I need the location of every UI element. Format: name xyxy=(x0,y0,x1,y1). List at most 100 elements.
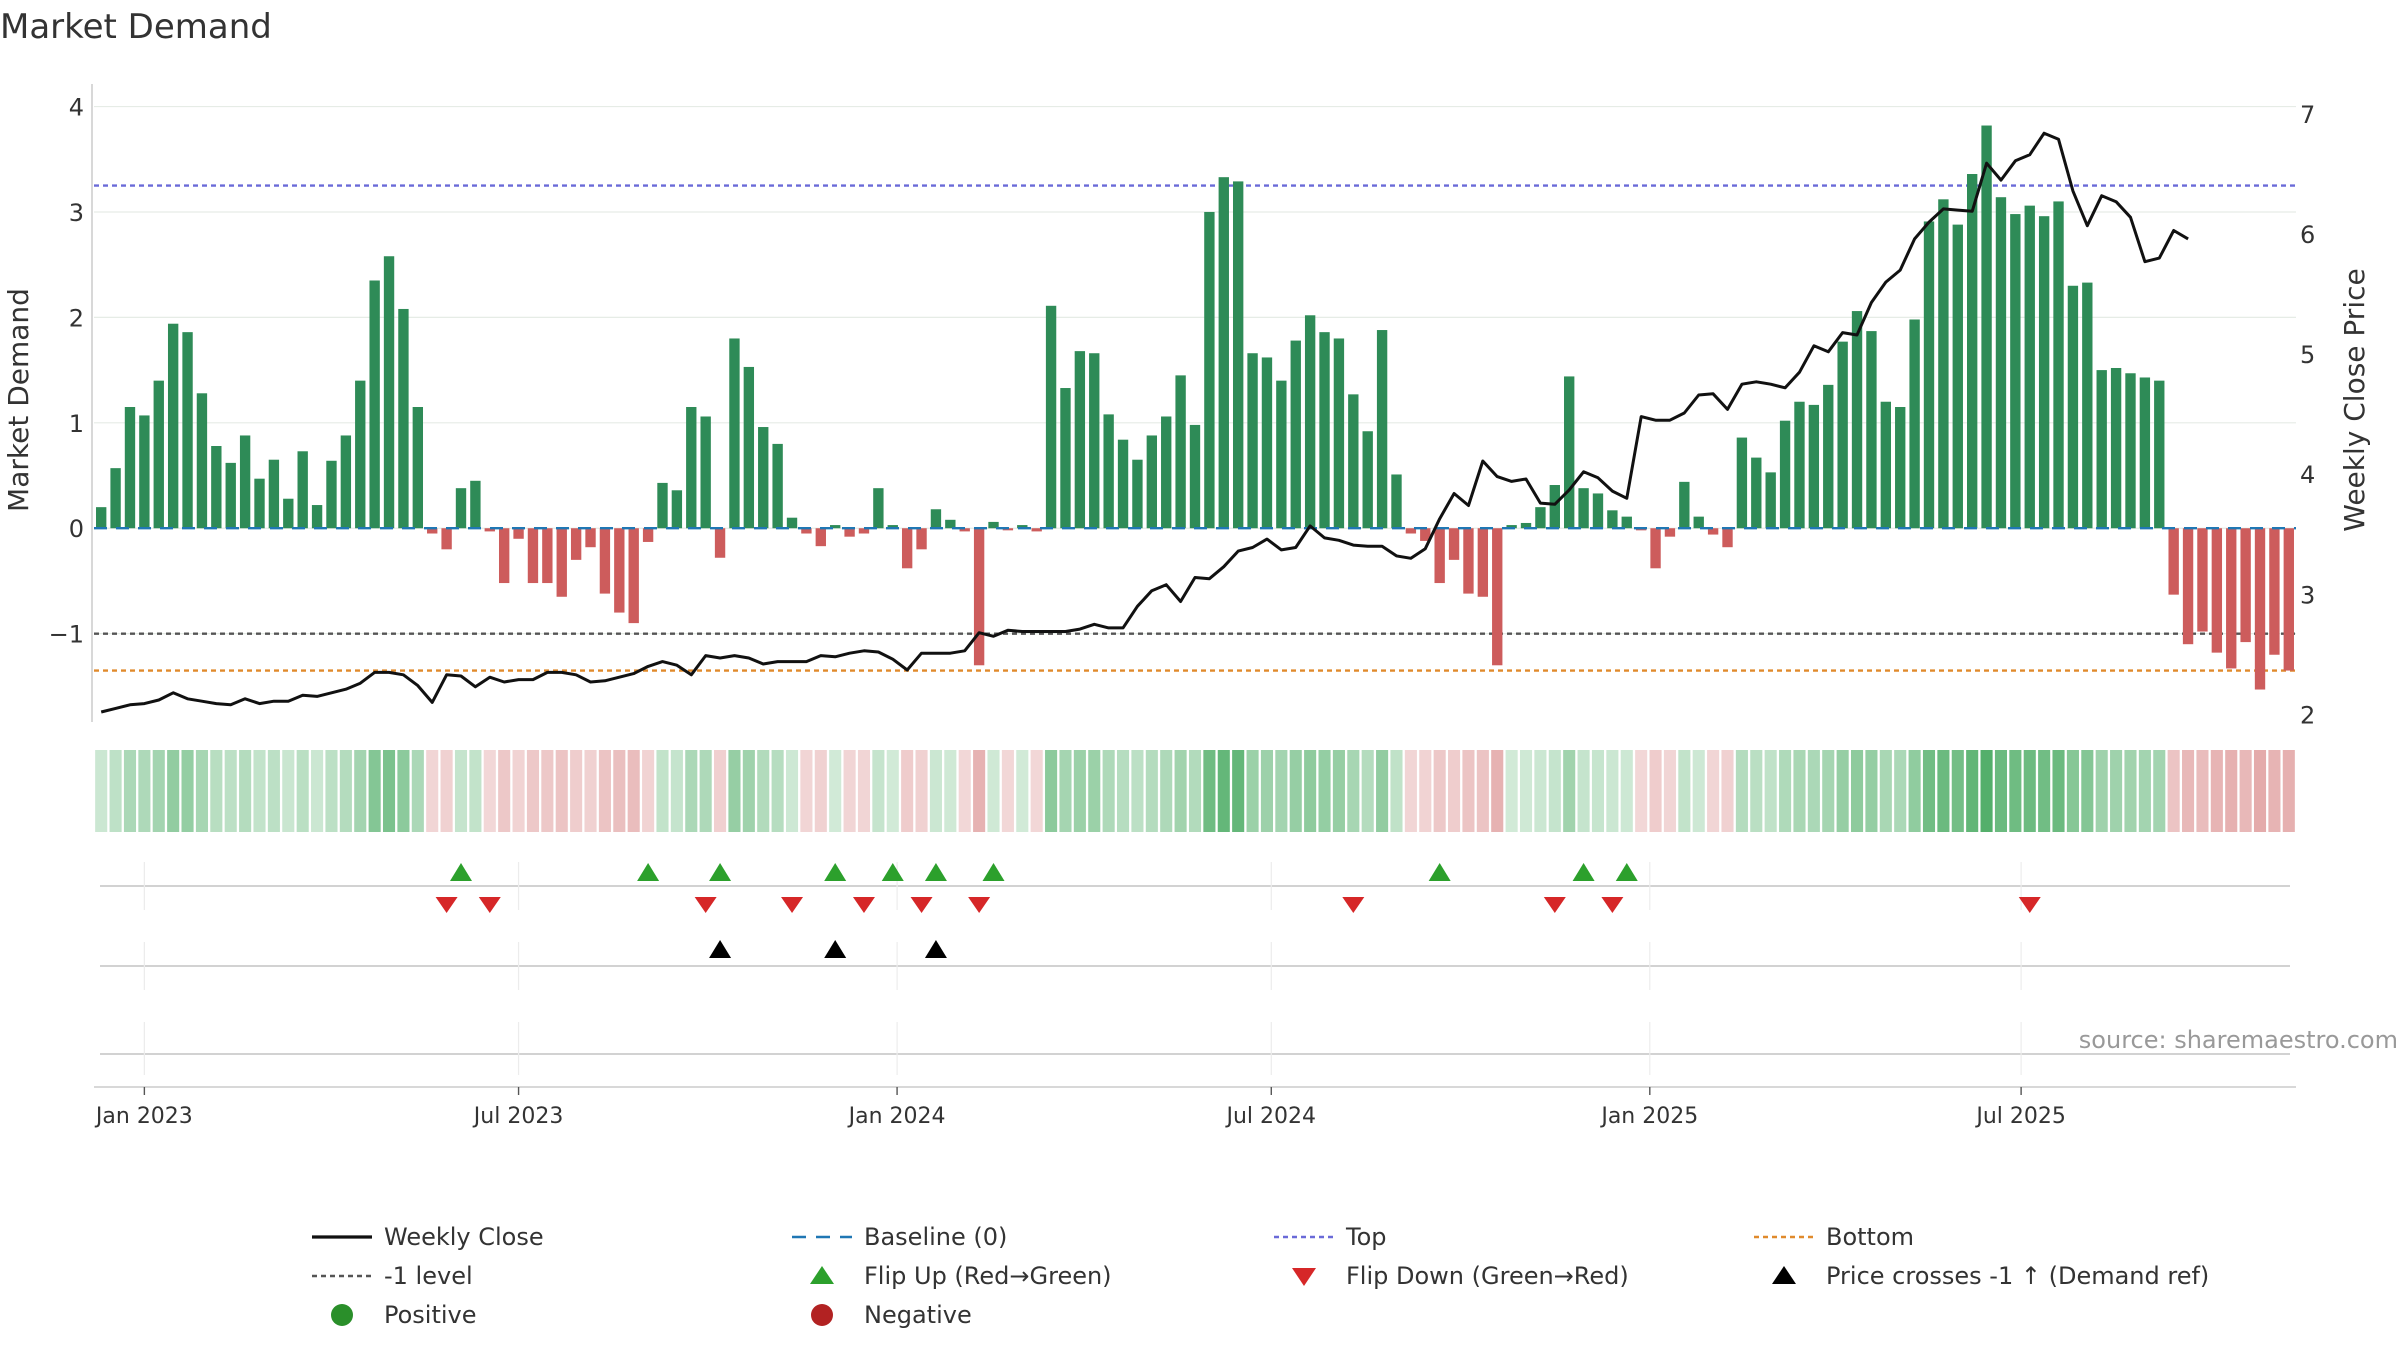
strip-cell xyxy=(1721,750,1734,832)
demand-bar xyxy=(1866,331,1877,529)
demand-bar xyxy=(844,528,855,537)
strip-cell xyxy=(915,750,928,832)
strip-cell xyxy=(210,750,223,832)
demand-bar xyxy=(2053,201,2064,529)
flip-up-marker xyxy=(637,863,660,881)
strip-cell xyxy=(138,750,151,832)
y-tick-label: 0 xyxy=(69,515,84,543)
demand-bar xyxy=(1736,437,1748,529)
strip-cell xyxy=(1750,750,1763,832)
demand-bar xyxy=(196,393,208,529)
cross-up-marker xyxy=(924,940,947,958)
strip-cell xyxy=(167,750,180,832)
demand-bar xyxy=(455,488,467,529)
demand-bar xyxy=(383,256,395,529)
strip-cell xyxy=(339,750,352,832)
demand-bar xyxy=(1564,376,1575,529)
legend-label: Top xyxy=(1345,1223,1387,1251)
demand-bar xyxy=(1189,424,1201,529)
demand-bar xyxy=(1722,528,1733,548)
strip-cell xyxy=(1764,750,1777,832)
strip-cell xyxy=(2138,750,2151,832)
demand-bar xyxy=(1463,528,1474,594)
demand-bar xyxy=(1103,414,1114,529)
strip-cell xyxy=(267,750,280,832)
demand-bar xyxy=(988,521,999,529)
demand-bar xyxy=(1751,457,1762,529)
strip-cell xyxy=(296,750,309,832)
demand-bar xyxy=(513,528,524,539)
demand-bar xyxy=(1779,420,1791,529)
demand-bar xyxy=(1218,177,1229,529)
demand-bar xyxy=(1578,488,1589,529)
strip-cell xyxy=(1922,750,1936,832)
legend-label: Bottom xyxy=(1826,1223,1914,1251)
demand-bar xyxy=(1434,528,1445,584)
demand-bar xyxy=(973,528,985,666)
x-tick-label: Jul 2023 xyxy=(472,1104,564,1129)
demand-bar xyxy=(2197,528,2208,632)
strip-cell xyxy=(224,750,237,832)
legend-label: Baseline (0) xyxy=(864,1223,1007,1251)
demand-bar xyxy=(254,478,265,529)
demand-bar xyxy=(599,528,611,594)
demand-bar xyxy=(614,528,625,613)
demand-bar xyxy=(873,488,884,529)
strip-cell xyxy=(469,750,482,832)
demand-bar xyxy=(1247,353,1258,529)
strip-cell xyxy=(1304,750,1317,832)
strip-cell xyxy=(1635,750,1648,832)
strip-cell xyxy=(1116,750,1130,832)
strip-cell xyxy=(2038,750,2051,832)
strip-cell xyxy=(2066,750,2079,832)
strip-cell xyxy=(1217,750,1230,832)
y2-tick-label: 4 xyxy=(2300,461,2315,489)
strip-cell xyxy=(1491,750,1504,832)
demand-bar xyxy=(801,528,812,534)
legend-label: Flip Up (Red→Green) xyxy=(864,1262,1112,1290)
demand-bar xyxy=(901,528,913,569)
y-tick-label: 4 xyxy=(69,94,84,122)
strip-cell xyxy=(1001,750,1014,832)
strip-cell xyxy=(2239,750,2252,832)
legend-label: Flip Down (Green→Red) xyxy=(1346,1262,1629,1290)
demand-bar xyxy=(1664,528,1676,537)
y-tick-label: 2 xyxy=(69,304,84,332)
strip-cell xyxy=(843,750,856,832)
demand-bar xyxy=(887,525,898,529)
demand-bar xyxy=(167,323,179,529)
strip-cell xyxy=(1649,750,1662,832)
demand-bars xyxy=(94,125,2296,690)
strip-cell xyxy=(857,750,871,832)
strip-cell xyxy=(1534,750,1547,832)
legend-item: Negative xyxy=(811,1301,972,1329)
strip-cell xyxy=(1476,750,1489,832)
demand-bar xyxy=(2038,216,2050,529)
strip-cell xyxy=(1361,750,1374,832)
strip-cell xyxy=(1879,750,1892,832)
strip-cell xyxy=(1275,750,1288,832)
demand-bar xyxy=(1607,510,1618,529)
demand-bar xyxy=(1045,305,1057,529)
strip-cell xyxy=(253,750,266,832)
demand-bar xyxy=(326,460,337,529)
strip-cell xyxy=(512,750,525,832)
strip-cell xyxy=(929,750,942,832)
strip-cell xyxy=(498,750,511,832)
demand-bar xyxy=(642,528,654,542)
y2-tick-label: 2 xyxy=(2300,701,2315,729)
demand-bar xyxy=(268,459,280,529)
demand-bar xyxy=(2283,528,2294,671)
strip-cell xyxy=(1966,750,1979,832)
demand-bar xyxy=(628,528,639,624)
strip-cell xyxy=(1347,750,1360,832)
demand-bar xyxy=(1952,224,1963,529)
strip-cell xyxy=(123,750,137,832)
strip-cell xyxy=(1707,750,1720,832)
strip-cell xyxy=(613,750,626,832)
demand-bar xyxy=(2269,528,2280,655)
legend-swatch xyxy=(331,1304,353,1326)
strip-cell xyxy=(1563,750,1576,832)
demand-bar xyxy=(1794,401,1805,529)
strip-cell xyxy=(152,750,165,832)
